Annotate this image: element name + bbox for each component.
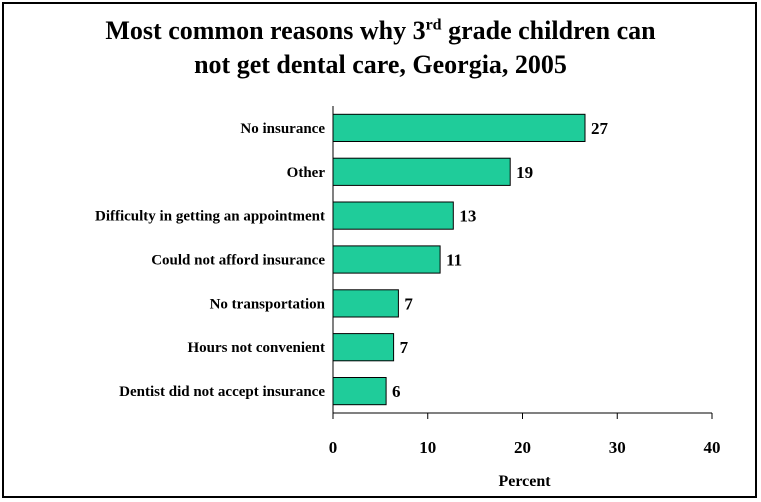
x-tick-label: 10 xyxy=(419,438,436,457)
category-label: Other xyxy=(287,165,326,181)
bar xyxy=(332,245,441,274)
category-label: Dentist did not accept insurance xyxy=(119,384,325,400)
x-tick-label: 30 xyxy=(609,438,626,457)
data-label: 19 xyxy=(516,163,533,182)
title-text-start: Most common reasons why 3 xyxy=(105,16,426,45)
category-label: Hours not convenient xyxy=(187,340,325,356)
bar xyxy=(332,201,454,230)
category-label: No transportation xyxy=(210,296,326,312)
bar xyxy=(332,289,399,318)
x-tick-label: 0 xyxy=(329,438,338,457)
x-axis-title: Percent xyxy=(498,473,551,490)
data-label: 6 xyxy=(392,382,401,401)
title-text-end: grade children can xyxy=(441,16,656,45)
bar xyxy=(332,113,586,143)
x-tick-label: 40 xyxy=(704,438,721,457)
bar xyxy=(332,157,511,186)
bar xyxy=(332,333,395,362)
category-label: Could not afford insurance xyxy=(151,253,325,269)
category-label: No insurance xyxy=(240,121,325,137)
bar xyxy=(332,377,387,406)
data-label: 27 xyxy=(591,119,609,138)
chart-title: Most common reasons why 3rd grade childr… xyxy=(0,14,761,82)
title-line-2: not get dental care, Georgia, 2005 xyxy=(194,50,567,79)
category-label: Difficulty in getting an appointment xyxy=(95,209,325,225)
x-tick-label: 20 xyxy=(514,438,531,457)
data-label: 7 xyxy=(400,338,409,357)
title-superscript: rd xyxy=(425,16,442,34)
data-label: 11 xyxy=(446,251,462,270)
data-label: 7 xyxy=(404,294,413,313)
data-label: 13 xyxy=(459,207,476,226)
